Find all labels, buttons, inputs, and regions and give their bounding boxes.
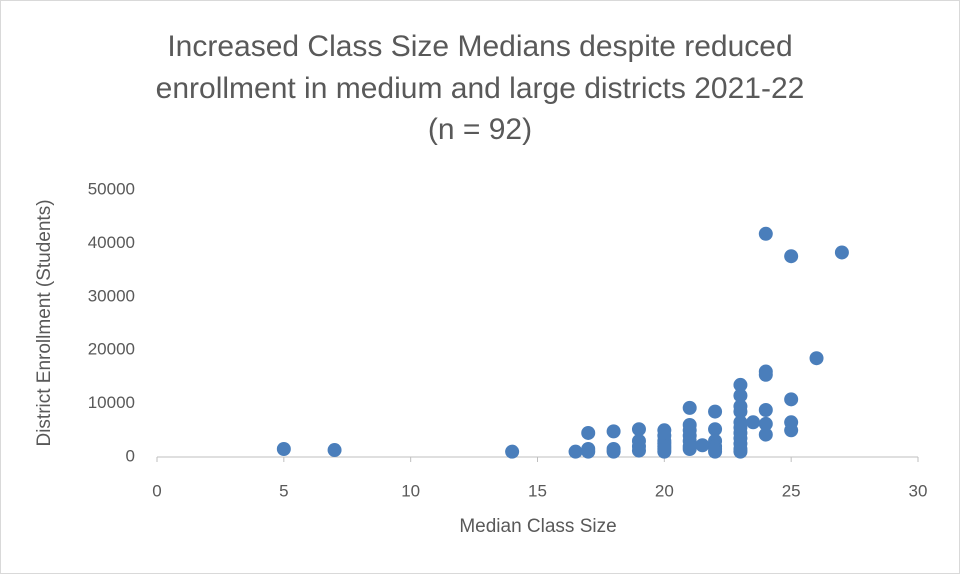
y-tick-label: 40000 — [88, 233, 135, 252]
point — [784, 249, 799, 264]
point — [682, 441, 697, 456]
point — [606, 424, 621, 439]
x-tick-label: 10 — [401, 481, 420, 500]
point — [733, 388, 748, 403]
point — [758, 403, 773, 418]
x-axis-label: Median Class Size — [459, 516, 616, 537]
point — [784, 423, 799, 438]
chart-title: Increased Class Size Medians despite red… — [167, 30, 792, 63]
y-axis-label: District Enrollment (Students) — [34, 199, 55, 446]
point — [581, 425, 596, 440]
point — [758, 226, 773, 241]
point — [733, 444, 748, 459]
y-tick-label: 20000 — [88, 340, 135, 359]
x-tick-label: 15 — [528, 481, 547, 500]
x-tick-label: 20 — [655, 481, 674, 500]
point — [505, 444, 520, 459]
chart-title: (n = 92) — [428, 113, 532, 146]
point — [733, 404, 748, 419]
point — [606, 444, 621, 459]
point — [784, 392, 799, 407]
x-tick-label: 25 — [782, 481, 801, 500]
point — [834, 245, 849, 260]
y-tick-label: 0 — [126, 446, 135, 465]
point — [758, 367, 773, 382]
point — [695, 438, 710, 453]
point — [631, 422, 646, 437]
point — [327, 443, 342, 458]
x-tick-label: 5 — [279, 481, 288, 500]
point — [758, 427, 773, 442]
y-tick-label: 30000 — [88, 286, 135, 305]
point — [708, 444, 723, 459]
point — [708, 404, 723, 419]
point — [581, 444, 596, 459]
point — [758, 416, 773, 431]
point — [657, 444, 672, 459]
point — [809, 351, 824, 366]
point — [631, 443, 646, 458]
point — [708, 422, 723, 437]
point — [746, 415, 761, 430]
point — [568, 444, 583, 459]
x-tick-label: 0 — [152, 481, 161, 500]
point — [682, 400, 697, 415]
x-tick-label: 30 — [909, 481, 928, 500]
chart-title: enrollment in medium and large districts… — [156, 72, 805, 105]
point — [276, 441, 291, 456]
y-tick-label: 50000 — [88, 179, 135, 198]
y-tick-label: 10000 — [88, 393, 135, 412]
point — [733, 377, 748, 392]
